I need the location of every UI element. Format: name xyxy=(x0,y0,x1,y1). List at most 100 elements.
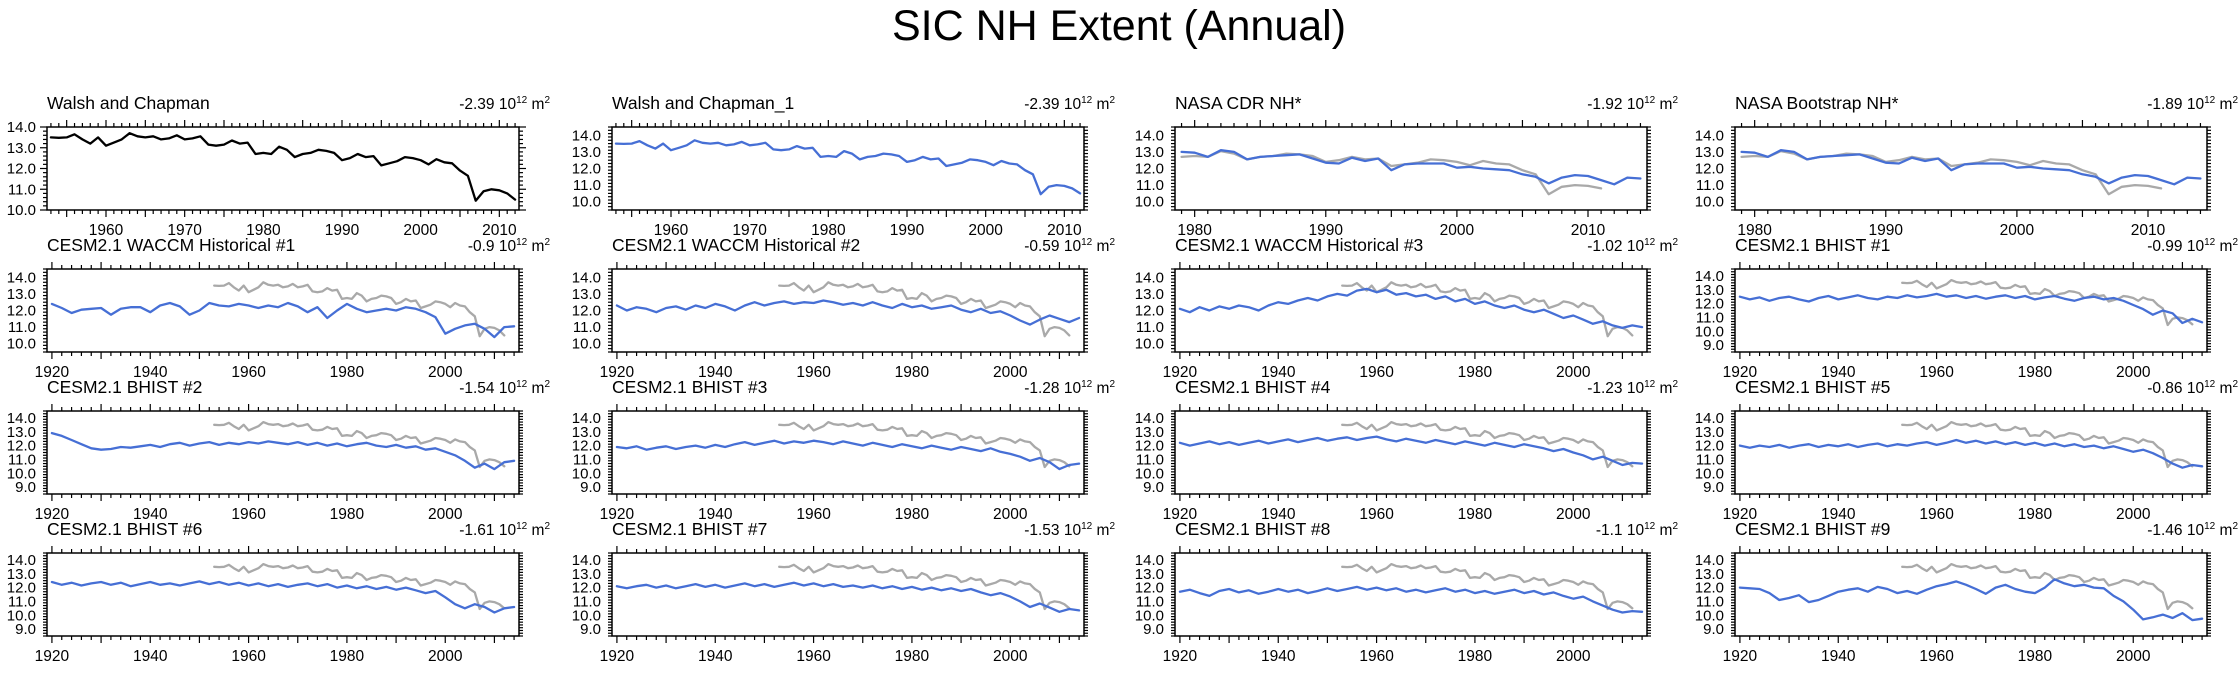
tick-label: 1980 xyxy=(246,222,281,238)
tick-label: 2000 xyxy=(428,506,463,522)
panel-header: CESM2.1 WACCM Historical #2 -0.59 1012 m2 xyxy=(612,230,1115,256)
tick-label: 1980 xyxy=(1458,648,1493,664)
chart-canvas: 14.013.012.011.010.09.0 1920 1940 1960 1980 2… xyxy=(1135,404,1651,522)
tick-label: 12.0 xyxy=(572,161,601,178)
tick-label: 14.0 xyxy=(572,269,601,286)
chart-canvas: 14.013.012.011.010.0 1920 1940 1960 1980 2000 xyxy=(7,262,523,380)
tick-label: 1940 xyxy=(698,506,733,522)
panel-header: CESM2.1 WACCM Historical #1 -0.9 1012 m2 xyxy=(47,230,550,256)
tick-label: 1920 xyxy=(1723,506,1758,522)
tick-label: 1960 xyxy=(1919,506,1954,522)
panel-trend-value: -1.54 1012 m2 xyxy=(459,378,550,397)
tick-label: 14.0 xyxy=(1695,410,1724,427)
tick-label: 1920 xyxy=(35,506,70,522)
series-line-model xyxy=(615,439,1081,471)
series-line-walsh-overlay xyxy=(1341,562,1634,611)
panel-header: CESM2.1 BHIST #8 -1.1 1012 m2 xyxy=(1175,514,1678,540)
tick-label: 14.0 xyxy=(7,119,36,136)
tick-label: 1920 xyxy=(1163,506,1198,522)
tick-label: 12.0 xyxy=(572,303,601,320)
tick-label: 2000 xyxy=(2000,222,2035,238)
tick-label: 13.0 xyxy=(1695,566,1724,583)
tick-label: 11.0 xyxy=(8,593,36,610)
tick-label: 12.0 xyxy=(1695,161,1724,178)
chart-canvas: 14.013.012.011.010.09.0 1920 1940 1960 1980 2… xyxy=(1695,546,2211,664)
panel-header: CESM2.1 BHIST #9 -1.46 1012 m2 xyxy=(1735,514,2238,540)
tick-label: 1990 xyxy=(1869,222,1904,238)
tick-label: 1980 xyxy=(1737,222,1772,238)
tick-label: 12.0 xyxy=(1695,580,1724,597)
series-line-walsh-overlay xyxy=(778,420,1071,469)
panel-nasa-cdr-nh: NASA CDR NH* -1.92 1012 m2 14.0 13.0 12.0 11.… xyxy=(1128,88,1686,238)
tick-label: 1920 xyxy=(600,506,635,522)
tick-label: 1920 xyxy=(35,648,70,664)
tick-label: 1970 xyxy=(732,222,767,238)
tick-label: 2010 xyxy=(2131,222,2166,238)
plot-frame xyxy=(1174,126,1648,211)
series-line-walsh-overlay xyxy=(213,420,506,469)
chart-canvas: 14.013.012.011.010.09.0 1920 1940 1960 1980 2… xyxy=(1695,404,2211,522)
panel-title: NASA CDR NH* xyxy=(1175,93,1302,113)
tick-label: 9.0 xyxy=(15,479,36,496)
panel-cesm2-1-bhist-8: CESM2.1 BHIST #8 -1.1 1012 m2 14.0 13.0 12.0… xyxy=(1128,514,1686,664)
tick-label: 13.0 xyxy=(1135,286,1164,303)
chart-canvas: 14.013.012.011.010.0 1980 1990 2000 2010 xyxy=(1135,120,1651,238)
panel-header: Walsh and Chapman -2.39 1012 m2 xyxy=(47,88,550,114)
tick-label: 1980 xyxy=(1458,506,1493,522)
tick-label: 1960 xyxy=(231,364,266,380)
chart-canvas: 14.013.012.011.010.0 1920 1940 1960 1980 2000 xyxy=(572,262,1088,380)
series-line-model xyxy=(1178,435,1644,467)
tick-label: 14.0 xyxy=(572,410,601,427)
tick-label: 1940 xyxy=(698,648,733,664)
chart-canvas: 14.013.012.011.010.09.0 1920 1940 1960 1980 2… xyxy=(1135,546,1651,664)
panel-title: CESM2.1 BHIST #9 xyxy=(1735,519,1891,539)
plot-frame xyxy=(1734,126,2208,211)
series-line-model xyxy=(1738,292,2204,325)
tick-label: 12.0 xyxy=(7,438,36,455)
tick-label: 1920 xyxy=(1163,648,1198,664)
panel-nasa-bootstrap-nh: NASA Bootstrap NH* -1.89 1012 m2 14.0 13.0 1… xyxy=(1688,88,2238,238)
chart-canvas: 14.013.012.011.010.09.0 1920 1940 1960 1980 2… xyxy=(572,404,1088,522)
tick-label: 14.0 xyxy=(572,127,601,144)
tick-label: 2000 xyxy=(993,506,1028,522)
panel-trend-value: -1.46 1012 m2 xyxy=(2147,520,2238,539)
tick-label: 13.0 xyxy=(572,286,601,303)
tick-label: 10.0 xyxy=(7,465,36,482)
tick-label: 12.0 xyxy=(7,580,36,597)
series-line-walsh-overlay xyxy=(1901,420,2194,469)
tick-label: 1940 xyxy=(1821,506,1856,522)
panel-walsh-and-chapman-1: Walsh and Chapman_1 -2.39 1012 m2 14.0 13.0… xyxy=(565,88,1123,238)
tick-label: 11.0 xyxy=(1136,319,1164,336)
tick-label: 14.0 xyxy=(7,269,36,286)
series-line-model xyxy=(50,301,516,339)
panel-title: CESM2.1 BHIST #7 xyxy=(612,519,768,539)
tick-label: 9.0 xyxy=(580,621,601,638)
panel-title: CESM2.1 BHIST #8 xyxy=(1175,519,1331,539)
tick-label: 11.0 xyxy=(573,451,601,468)
plot-frame xyxy=(46,552,520,637)
tick-label: 10.0 xyxy=(1695,194,1724,211)
tick-label: 2010 xyxy=(1571,222,1606,238)
tick-label: 12.0 xyxy=(1135,303,1164,320)
plot-frame xyxy=(46,410,520,495)
tick-label: 9.0 xyxy=(1143,621,1164,638)
panel-header: NASA CDR NH* -1.92 1012 m2 xyxy=(1175,88,1678,114)
panel-trend-value: -1.89 1012 m2 xyxy=(2147,94,2238,113)
tick-label: 13.0 xyxy=(1135,144,1164,161)
plot-frame xyxy=(46,126,520,211)
series-line-walsh-overlay xyxy=(213,281,506,338)
tick-label: 1920 xyxy=(1723,648,1758,664)
series-line-model xyxy=(1738,438,2204,469)
tick-label: 12.0 xyxy=(1695,296,1724,313)
tick-label: 1980 xyxy=(895,364,930,380)
tick-label: 2000 xyxy=(1556,364,1591,380)
tick-label: 2000 xyxy=(2116,364,2151,380)
panel-header: CESM2.1 BHIST #3 -1.28 1012 m2 xyxy=(612,372,1115,398)
panel-title: CESM2.1 BHIST #5 xyxy=(1735,377,1891,397)
tick-label: 12.0 xyxy=(7,161,36,178)
panel-header: NASA Bootstrap NH* -1.89 1012 m2 xyxy=(1735,88,2238,114)
tick-label: 10.0 xyxy=(1695,465,1724,482)
panel-cesm2-1-bhist-7: CESM2.1 BHIST #7 -1.53 1012 m2 14.0 13.0 12.… xyxy=(565,514,1123,664)
tick-label: 1960 xyxy=(1359,506,1394,522)
tick-label: 1940 xyxy=(133,648,168,664)
